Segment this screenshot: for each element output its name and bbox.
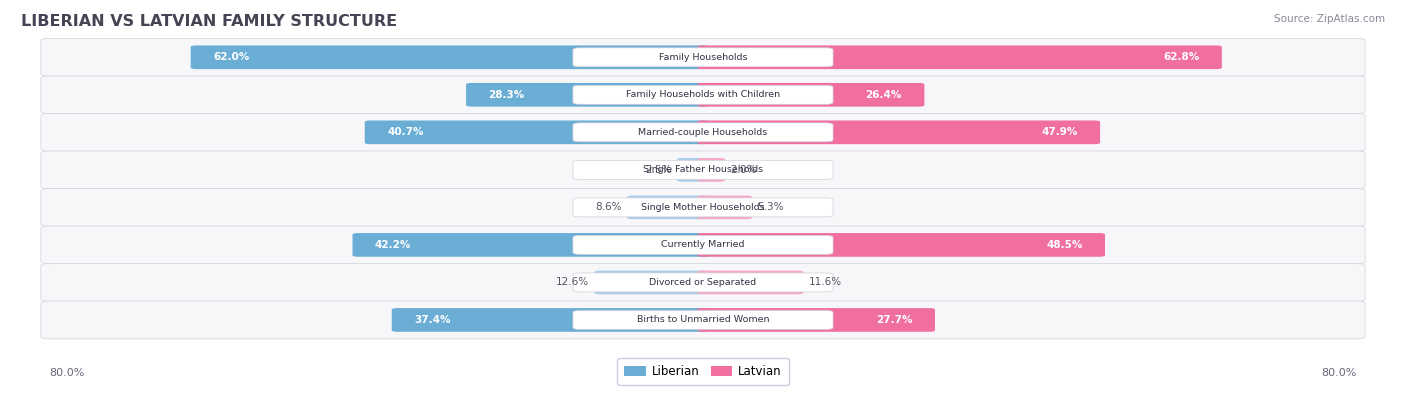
FancyBboxPatch shape — [697, 158, 725, 182]
FancyBboxPatch shape — [574, 273, 832, 292]
FancyBboxPatch shape — [697, 271, 803, 294]
FancyBboxPatch shape — [467, 83, 709, 107]
Text: 40.7%: 40.7% — [387, 127, 423, 137]
FancyBboxPatch shape — [392, 308, 709, 332]
Text: 11.6%: 11.6% — [808, 277, 842, 288]
Text: 80.0%: 80.0% — [49, 368, 84, 378]
Text: Single Mother Households: Single Mother Households — [641, 203, 765, 212]
FancyBboxPatch shape — [697, 233, 1105, 257]
Text: 48.5%: 48.5% — [1046, 240, 1083, 250]
Text: Family Households with Children: Family Households with Children — [626, 90, 780, 99]
Text: Family Households: Family Households — [659, 53, 747, 62]
Text: Divorced or Separated: Divorced or Separated — [650, 278, 756, 287]
Text: 12.6%: 12.6% — [555, 277, 589, 288]
FancyBboxPatch shape — [41, 76, 1365, 114]
FancyBboxPatch shape — [41, 188, 1365, 226]
Text: Births to Unmarried Women: Births to Unmarried Women — [637, 316, 769, 324]
FancyBboxPatch shape — [353, 233, 709, 257]
FancyBboxPatch shape — [364, 120, 709, 144]
FancyBboxPatch shape — [697, 308, 935, 332]
Text: 47.9%: 47.9% — [1042, 127, 1077, 137]
Legend: Liberian, Latvian: Liberian, Latvian — [617, 358, 789, 385]
Text: 8.6%: 8.6% — [595, 202, 621, 213]
FancyBboxPatch shape — [595, 271, 709, 294]
Text: 37.4%: 37.4% — [415, 315, 451, 325]
FancyBboxPatch shape — [676, 158, 709, 182]
FancyBboxPatch shape — [574, 48, 832, 67]
FancyBboxPatch shape — [41, 263, 1365, 301]
Text: 42.2%: 42.2% — [375, 240, 412, 250]
FancyBboxPatch shape — [697, 196, 752, 219]
Text: 62.8%: 62.8% — [1163, 52, 1199, 62]
Text: 5.3%: 5.3% — [758, 202, 785, 213]
FancyBboxPatch shape — [41, 151, 1365, 189]
Text: 62.0%: 62.0% — [214, 52, 249, 62]
Text: LIBERIAN VS LATVIAN FAMILY STRUCTURE: LIBERIAN VS LATVIAN FAMILY STRUCTURE — [21, 14, 398, 29]
Text: Currently Married: Currently Married — [661, 241, 745, 249]
Text: Married-couple Households: Married-couple Households — [638, 128, 768, 137]
Text: 2.5%: 2.5% — [645, 165, 671, 175]
FancyBboxPatch shape — [41, 38, 1365, 76]
FancyBboxPatch shape — [627, 196, 709, 219]
FancyBboxPatch shape — [41, 301, 1365, 339]
FancyBboxPatch shape — [574, 310, 832, 329]
FancyBboxPatch shape — [697, 83, 924, 107]
FancyBboxPatch shape — [697, 45, 1222, 69]
FancyBboxPatch shape — [41, 113, 1365, 151]
Text: 27.7%: 27.7% — [876, 315, 912, 325]
FancyBboxPatch shape — [191, 45, 709, 69]
Text: Single Father Households: Single Father Households — [643, 166, 763, 174]
Text: 80.0%: 80.0% — [1322, 368, 1357, 378]
FancyBboxPatch shape — [574, 198, 832, 217]
Text: Source: ZipAtlas.com: Source: ZipAtlas.com — [1274, 14, 1385, 24]
FancyBboxPatch shape — [697, 120, 1099, 144]
FancyBboxPatch shape — [574, 123, 832, 142]
Text: 2.0%: 2.0% — [731, 165, 756, 175]
FancyBboxPatch shape — [41, 226, 1365, 264]
FancyBboxPatch shape — [574, 160, 832, 179]
Text: 28.3%: 28.3% — [489, 90, 524, 100]
FancyBboxPatch shape — [574, 235, 832, 254]
Text: 26.4%: 26.4% — [866, 90, 901, 100]
FancyBboxPatch shape — [574, 85, 832, 104]
